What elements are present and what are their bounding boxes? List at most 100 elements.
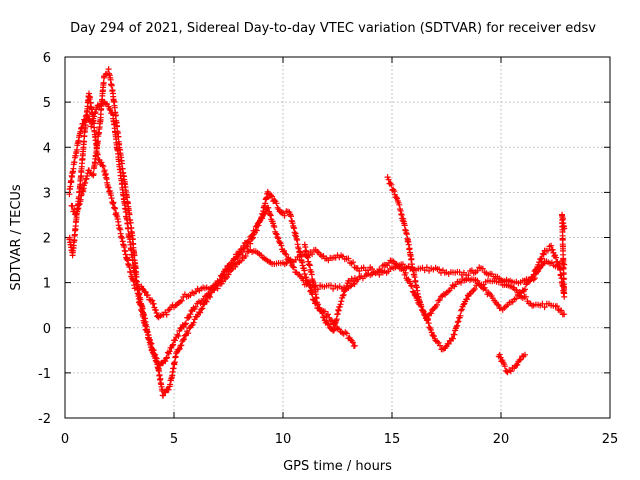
data-point [177,325,184,332]
data-point [343,330,350,337]
data-point [388,181,395,188]
data-point [178,342,185,349]
data-point [460,301,467,308]
y-tick-label: 6 [43,51,51,66]
data-point [436,266,443,273]
data-point [165,386,172,393]
data-point [90,117,97,124]
data-point [301,271,308,277]
data-point [282,250,289,257]
data-point [172,337,179,344]
data-point [554,259,561,265]
data-point [249,235,256,242]
series-track-b [66,99,568,372]
data-point [325,311,331,318]
data-point [385,176,392,183]
data-point [325,321,332,328]
data-point [454,319,461,326]
data-point [286,257,293,264]
data-point [391,188,398,195]
data-point [84,113,91,120]
data-point [474,277,481,284]
data-point [453,323,460,330]
data-point [541,304,548,311]
data-point [174,331,181,338]
data-point [202,297,209,304]
data-point [149,297,156,304]
data-point [88,123,95,130]
y-tick-label: 0 [43,322,51,337]
data-point [163,311,170,318]
y-tick-label: 4 [43,141,51,156]
data-point [496,351,503,358]
x-axis-label: GPS time / hours [283,459,392,474]
data-point [471,286,478,292]
data-point [99,162,106,169]
data-point [175,346,182,353]
data-point [445,340,452,347]
data-point [338,298,345,305]
data-point [305,282,312,289]
data-point [526,278,533,285]
data-point [351,342,358,349]
data-point [274,234,281,241]
data-point [253,227,260,234]
data-point [278,209,285,216]
data-point [162,358,169,365]
x-tick-label: 20 [493,432,510,447]
data-point [188,308,195,314]
data-point [514,361,521,368]
data-point [483,287,489,294]
data-point [450,335,456,342]
data-point [166,348,173,355]
data-point [411,291,418,298]
data-point [126,211,133,218]
data-point [197,309,204,316]
y-tick-label: -1 [38,367,51,382]
data-point [92,109,99,116]
data-point [187,311,194,318]
data-point [458,306,465,313]
data-point [91,113,98,120]
data-point [239,249,246,256]
data-point [176,345,183,352]
data-point [273,200,280,207]
data-point [431,305,438,312]
data-point [539,250,546,257]
data-point [350,259,357,266]
data-point [434,301,440,308]
data-point [185,330,192,337]
x-tick-label: 5 [170,432,178,447]
data-point [186,313,193,320]
data-point [163,355,170,362]
data-point [458,307,465,314]
data-point [552,254,559,261]
data-point [522,286,528,293]
data-point [422,311,428,318]
data-point [275,235,282,242]
data-point [522,351,528,358]
data-point [178,297,185,304]
data-points [66,66,568,399]
data-point [283,251,290,258]
data-point [148,340,155,347]
data-point [169,342,176,349]
data-point [199,305,206,312]
data-point [90,171,97,177]
data-point [321,314,327,321]
data-point [319,310,326,316]
data-point [337,301,344,308]
data-point [144,292,151,299]
data-point [455,318,462,325]
data-point [73,211,80,218]
data-point [271,224,278,230]
data-point [272,230,279,237]
data-point [108,82,115,89]
data-point [89,118,96,125]
data-point [203,298,210,305]
data-point [536,259,543,266]
data-point [464,296,470,303]
data-point [530,271,537,278]
data-point [517,356,524,363]
data-point [507,368,514,375]
